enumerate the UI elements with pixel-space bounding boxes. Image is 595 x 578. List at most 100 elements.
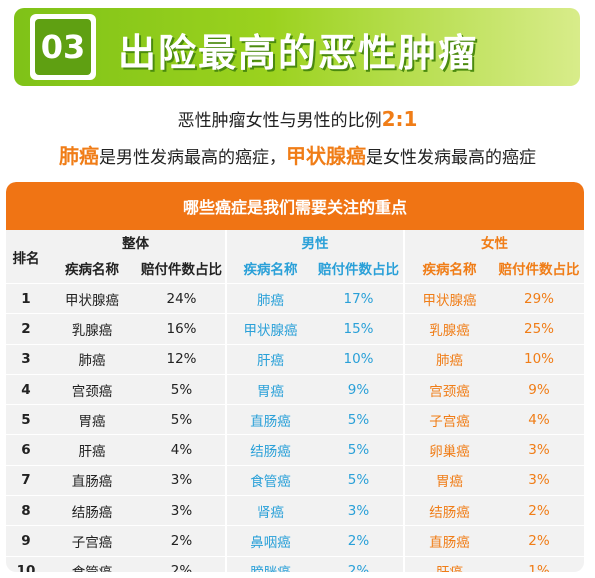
male-disease-cell: 膀胱癌 (225, 555, 314, 572)
female-ratio-cell: 1% (494, 555, 584, 572)
rank-cell: 5 (6, 404, 46, 435)
group-overall-header: 整体 (122, 235, 149, 252)
male-disease-cell: 甲状腺癌 (225, 313, 314, 345)
rank-header: 排名 (12, 250, 40, 267)
female-ratio-cell: 4% (494, 404, 584, 435)
female-ratio-header: 赔付件数占比 (498, 262, 580, 278)
male-ratio-header: 赔付件数占比 (318, 262, 399, 278)
table-row: 2 乳腺癌 16% 甲状腺癌 15% 乳腺癌 25% (6, 313, 584, 345)
group-female-header: 女性 (403, 230, 584, 253)
table-row: 1 甲状腺癌 24% 肺癌 17% 甲状腺癌 29% (6, 282, 584, 314)
overall-ratio-cell: 2% (138, 525, 226, 557)
table-row: 3 肺癌 12% 肝癌 10% 肺癌 10% (6, 343, 584, 375)
male-top-cancer: 肺癌 (59, 144, 99, 168)
male-disease-cell: 肾癌 (225, 495, 314, 526)
ratio-text: 恶性肿瘤女性与男性的比例 (177, 111, 382, 131)
female-ratio-cell: 2% (494, 525, 584, 557)
overall-disease-cell: 甲状腺癌 (46, 282, 138, 314)
male-ratio-cell: 9% (314, 373, 404, 405)
table-row: 5 胃癌 5% 直肠癌 5% 子宫癌 4% (6, 404, 584, 435)
female-disease-cell: 肺癌 (403, 343, 494, 375)
female-disease-cell: 宫颈癌 (403, 373, 494, 405)
male-disease-cell: 结肠癌 (225, 434, 314, 466)
male-disease-header: 疾病名称 (225, 253, 314, 284)
table-row: 6 肝癌 4% 结肠癌 5% 卵巢癌 3% (6, 434, 584, 466)
overall-ratio-cell: 5% (138, 373, 226, 405)
table-row: 10食管癌2%膀胱癌2%肝癌1% (6, 555, 584, 572)
table-row: 8 结肠癌 3% 肾癌 3% 结肠癌 2% (6, 495, 584, 526)
rank-cell: 6 (6, 434, 46, 466)
group-male-header: 男性 (225, 230, 404, 253)
title-banner (14, 8, 580, 86)
female-disease-cell: 结肠癌 (403, 495, 494, 526)
male-disease-cell: 食管癌 (225, 464, 314, 496)
female-disease-cell: 子宫癌 (403, 404, 494, 435)
ratio-value: 2:1 (381, 107, 418, 131)
overall-ratio-cell: 12% (138, 343, 226, 375)
highest-cancer-line: 肺癌是男性发病最高的癌症，甲状腺癌是女性发病最高的癌症 (0, 140, 595, 169)
overall-ratio-cell: 3% (138, 464, 226, 496)
rank-cell: 8 (6, 495, 46, 526)
rank-cell: 9 (6, 525, 46, 557)
male-ratio-cell: 2% (314, 555, 404, 572)
overall-disease-cell: 肺癌 (46, 343, 138, 375)
male-disease-cell: 鼻咽癌 (225, 525, 314, 557)
section-number: 03 (35, 19, 91, 75)
female-disease-cell: 直肠癌 (403, 525, 494, 557)
section-number-badge: 03 (30, 14, 96, 80)
overall-disease-cell: 直肠癌 (46, 464, 138, 496)
rank-cell: 7 (6, 464, 46, 496)
female-disease-cell: 胃癌 (403, 464, 494, 496)
male-ratio-cell: 17% (314, 282, 404, 314)
table-row: 4 宫颈癌 5% 胃癌 9% 宫颈癌 9% (6, 373, 584, 405)
cancer-table-card: 哪些癌症是我们需要关注的重点 排名 整体 男性 女性 疾病名称 赔付件数占比 疾… (6, 182, 584, 572)
table-heading: 哪些癌症是我们需要关注的重点 (6, 182, 584, 230)
female-ratio-cell: 10% (494, 343, 584, 375)
male-ratio-cell: 15% (314, 313, 404, 345)
male-ratio-cell: 5% (314, 404, 404, 435)
table-row: 9 子宫癌 2% 鼻咽癌 2% 直肠癌 2% (6, 525, 584, 557)
overall-ratio-cell: 4% (138, 434, 226, 466)
female-disease-header: 疾病名称 (403, 253, 494, 284)
male-top-text: 是男性发病最高的癌症， (99, 148, 286, 168)
overall-disease-cell: 胃癌 (46, 404, 138, 435)
overall-ratio-cell: 3% (138, 495, 226, 526)
overall-disease-cell: 子宫癌 (46, 525, 138, 557)
female-ratio-cell: 29% (494, 282, 584, 314)
female-ratio-cell: 2% (494, 495, 584, 526)
overall-disease-cell: 乳腺癌 (46, 313, 138, 345)
female-top-text: 是女性发病最高的癌症 (366, 148, 536, 168)
overall-disease-cell: 宫颈癌 (46, 373, 138, 405)
overall-ratio-header: 赔付件数占比 (141, 262, 222, 278)
female-ratio-cell: 9% (494, 373, 584, 405)
male-disease-cell: 胃癌 (225, 373, 314, 405)
male-ratio-cell: 5% (314, 434, 404, 466)
male-ratio-cell: 3% (314, 495, 404, 526)
female-disease-cell: 甲状腺癌 (403, 282, 494, 314)
overall-disease-cell: 食管癌 (46, 555, 138, 572)
overall-ratio-cell: 2% (138, 555, 226, 572)
overall-disease-header: 疾病名称 (65, 262, 119, 278)
overall-ratio-cell: 24% (138, 282, 226, 314)
female-ratio-cell: 3% (494, 464, 584, 496)
female-top-cancer: 甲状腺癌 (286, 144, 366, 168)
male-disease-cell: 肺癌 (225, 282, 314, 314)
overall-ratio-cell: 5% (138, 404, 226, 435)
male-ratio-cell: 10% (314, 343, 404, 375)
overall-ratio-cell: 16% (138, 313, 226, 345)
male-ratio-cell: 5% (314, 464, 404, 496)
female-ratio-cell: 3% (494, 434, 584, 466)
cancer-claims-table: 排名 整体 男性 女性 疾病名称 赔付件数占比 疾病名称 赔付件数占比 疾病名称… (6, 230, 584, 572)
female-ratio-cell: 25% (494, 313, 584, 345)
rank-cell: 2 (6, 313, 46, 345)
banner-title: 出险最高的恶性肿瘤 (118, 31, 479, 75)
rank-cell: 1 (6, 282, 46, 314)
male-disease-cell: 肝癌 (225, 343, 314, 375)
female-disease-cell: 卵巢癌 (403, 434, 494, 466)
rank-cell: 10 (6, 555, 46, 572)
male-ratio-cell: 2% (314, 525, 404, 557)
female-disease-cell: 肝癌 (403, 555, 494, 572)
rank-cell: 3 (6, 343, 46, 375)
male-disease-cell: 直肠癌 (225, 404, 314, 435)
female-disease-cell: 乳腺癌 (403, 313, 494, 345)
